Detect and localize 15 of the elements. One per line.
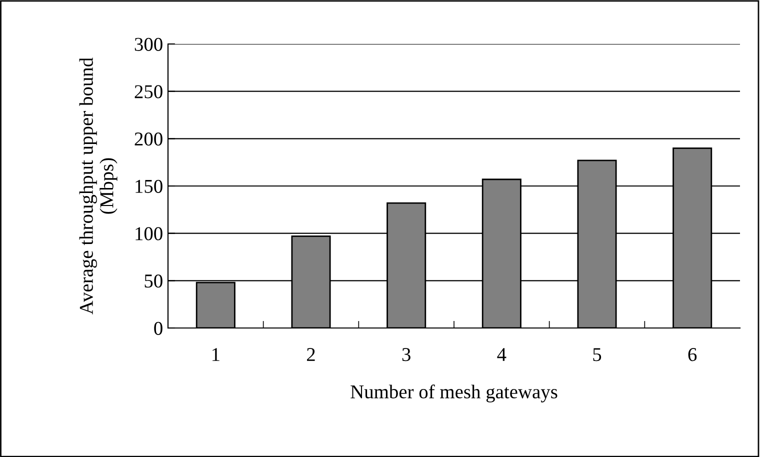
x-axis-title: Number of mesh gateways — [350, 384, 558, 402]
y-tick-label: 100 — [136, 227, 162, 240]
y-tick-label: 250 — [134, 85, 162, 98]
y-tick-label: 300 — [134, 38, 162, 51]
y-axis-title: Average throughput upper bound (Mbps) — [79, 58, 118, 314]
y-tick-label: 200 — [134, 132, 162, 146]
x-tick-label: 6 — [688, 348, 697, 362]
x-tick-label: 2 — [306, 348, 315, 361]
x-tick-label: 3 — [402, 348, 410, 362]
y-tick-label: 50 — [144, 274, 162, 288]
x-tick-label: 5 — [593, 348, 602, 362]
x-tick-label: 1 — [212, 348, 220, 361]
y-tick-label: 150 — [136, 180, 162, 193]
y-tick-label: 0 — [154, 322, 162, 335]
x-tick-label: 4 — [497, 348, 506, 361]
